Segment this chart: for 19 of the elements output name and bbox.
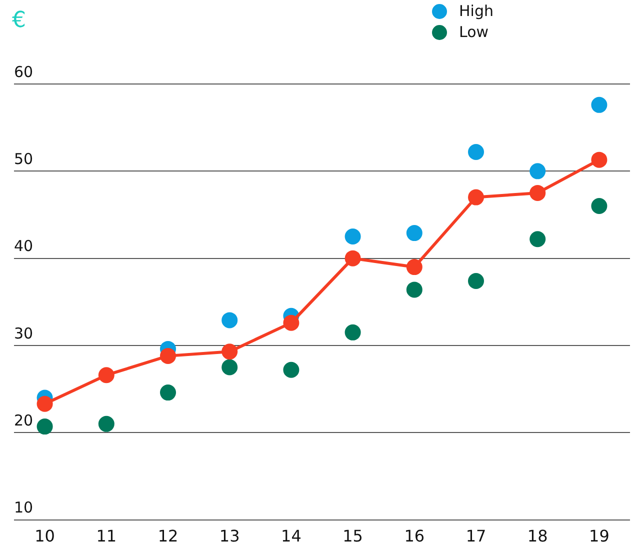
x-tick-label: 11 [96, 526, 117, 546]
x-tick-label: 18 [527, 526, 548, 546]
y-tick-label: 20 [14, 412, 34, 430]
x-tick-label: 10 [34, 526, 55, 546]
y-tick-label: 60 [14, 62, 34, 81]
y-tick-label: 50 [14, 150, 34, 168]
x-tick-label: 12 [158, 526, 178, 546]
x-tick-label: 14 [281, 526, 302, 546]
x-tick-label: 13 [219, 526, 240, 546]
y-tick-label: 10 [14, 498, 34, 517]
y-axis-title: € [12, 8, 26, 33]
y-tick-label: 30 [14, 324, 34, 342]
x-tick-label: 16 [404, 526, 425, 546]
x-tick-label: 15 [342, 526, 363, 546]
x-tick-label: 19 [589, 526, 610, 546]
x-tick-label: 17 [466, 526, 486, 546]
legend-label: High [459, 2, 494, 20]
y-tick-label: 40 [14, 237, 34, 256]
legend-label: Low [459, 23, 489, 41]
